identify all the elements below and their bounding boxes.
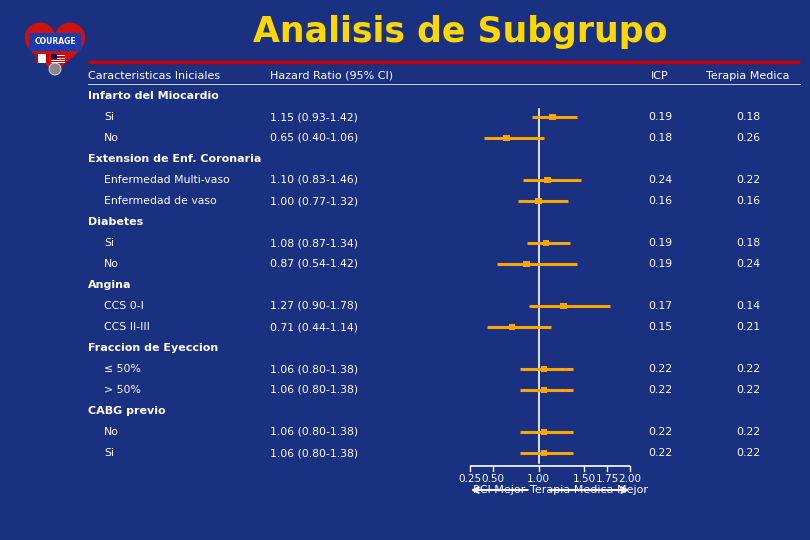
Text: Angina: Angina — [88, 280, 131, 290]
Text: 0.22: 0.22 — [736, 364, 760, 374]
Text: 0.18: 0.18 — [736, 112, 760, 122]
Text: Enfermedad de vaso: Enfermedad de vaso — [104, 196, 217, 206]
Bar — [51, 62, 65, 63]
Bar — [541, 387, 548, 393]
Text: 0.71 (0.44-1.14): 0.71 (0.44-1.14) — [270, 322, 358, 332]
Text: 1.00: 1.00 — [527, 474, 550, 484]
Text: Hazard Ratio (95% CI): Hazard Ratio (95% CI) — [270, 71, 393, 81]
Text: > 50%: > 50% — [104, 385, 141, 395]
Text: Infarto del Miocardio: Infarto del Miocardio — [88, 91, 219, 101]
Text: 0.22: 0.22 — [736, 427, 760, 437]
PathPatch shape — [25, 23, 85, 77]
Text: 1.75: 1.75 — [595, 474, 619, 484]
Text: 0.16: 0.16 — [736, 196, 760, 206]
Bar — [549, 114, 556, 120]
Text: 1.06 (0.80-1.38): 1.06 (0.80-1.38) — [270, 385, 358, 395]
Text: Terapia Medica: Terapia Medica — [706, 71, 790, 81]
Circle shape — [49, 63, 61, 75]
Bar — [51, 60, 65, 61]
Text: 0.19: 0.19 — [648, 112, 672, 122]
Bar — [35, 54, 49, 63]
Text: 0.25: 0.25 — [458, 474, 482, 484]
Text: CCS II-III: CCS II-III — [104, 322, 150, 332]
Bar — [503, 135, 509, 141]
Text: 1.10 (0.83-1.46): 1.10 (0.83-1.46) — [270, 175, 358, 185]
Text: 0.16: 0.16 — [648, 196, 672, 206]
Text: 0.19: 0.19 — [648, 259, 672, 269]
Text: 1.06 (0.80-1.38): 1.06 (0.80-1.38) — [270, 448, 358, 458]
Bar — [51, 54, 57, 58]
Bar — [544, 177, 551, 183]
Text: Si: Si — [104, 112, 114, 122]
Text: 0.50: 0.50 — [481, 474, 505, 484]
Text: Analisis de Subgrupo: Analisis de Subgrupo — [253, 15, 667, 49]
Text: Fraccion de Eyeccion: Fraccion de Eyeccion — [88, 343, 218, 353]
Text: 0.15: 0.15 — [648, 322, 672, 332]
Bar — [560, 303, 566, 309]
Text: Extension de Enf. Coronaria: Extension de Enf. Coronaria — [88, 154, 262, 164]
Bar — [509, 324, 515, 330]
Text: 0.17: 0.17 — [648, 301, 672, 311]
Text: 0.22: 0.22 — [648, 427, 672, 437]
Text: No: No — [104, 427, 119, 437]
Text: 0.22: 0.22 — [648, 364, 672, 374]
Text: 0.22: 0.22 — [648, 385, 672, 395]
Text: 1.08 (0.87-1.34): 1.08 (0.87-1.34) — [270, 238, 358, 248]
Bar — [46, 54, 49, 63]
Text: 1.06 (0.80-1.38): 1.06 (0.80-1.38) — [270, 427, 358, 437]
Bar — [541, 429, 548, 435]
Bar — [543, 240, 549, 246]
Text: ≤ 50%: ≤ 50% — [104, 364, 141, 374]
Text: 1.15 (0.93-1.42): 1.15 (0.93-1.42) — [270, 112, 358, 122]
Text: Terapia Medica Mejor: Terapia Medica Mejor — [531, 485, 648, 495]
Text: 0.87 (0.54-1.42): 0.87 (0.54-1.42) — [270, 259, 358, 269]
Text: Caracteristicas Iniciales: Caracteristicas Iniciales — [88, 71, 220, 81]
Bar — [541, 450, 548, 456]
Text: 0.19: 0.19 — [648, 238, 672, 248]
Text: 0.65 (0.40-1.06): 0.65 (0.40-1.06) — [270, 133, 358, 143]
Bar — [51, 54, 65, 63]
Text: PCI Mejor: PCI Mejor — [473, 485, 526, 495]
Text: Si: Si — [104, 238, 114, 248]
Text: Diabetes: Diabetes — [88, 217, 143, 227]
FancyBboxPatch shape — [29, 33, 81, 51]
Bar — [51, 57, 65, 59]
Text: 1.27 (0.90-1.78): 1.27 (0.90-1.78) — [270, 301, 358, 311]
Text: CABG previo: CABG previo — [88, 406, 165, 416]
Text: 0.22: 0.22 — [736, 448, 760, 458]
Bar — [535, 198, 542, 204]
Text: COURAGE: COURAGE — [34, 37, 76, 45]
Text: Si: Si — [104, 448, 114, 458]
Text: 0.14: 0.14 — [736, 301, 760, 311]
Text: 0.21: 0.21 — [736, 322, 760, 332]
Text: Enfermedad Multi-vaso: Enfermedad Multi-vaso — [104, 175, 230, 185]
Text: CCS 0-I: CCS 0-I — [104, 301, 144, 311]
Text: 1.50: 1.50 — [573, 474, 596, 484]
Text: 0.26: 0.26 — [736, 133, 760, 143]
Text: 0.18: 0.18 — [736, 238, 760, 248]
Bar — [35, 54, 38, 63]
Text: 0.22: 0.22 — [736, 385, 760, 395]
Text: 1.06 (0.80-1.38): 1.06 (0.80-1.38) — [270, 364, 358, 374]
Text: 1.00 (0.77-1.32): 1.00 (0.77-1.32) — [270, 196, 358, 206]
Text: 0.22: 0.22 — [648, 448, 672, 458]
Text: 2.00: 2.00 — [619, 474, 642, 484]
Text: 0.18: 0.18 — [648, 133, 672, 143]
Bar — [541, 366, 548, 372]
Text: 0.24: 0.24 — [736, 259, 760, 269]
Bar — [523, 261, 530, 267]
Bar — [51, 55, 65, 56]
Text: 0.22: 0.22 — [736, 175, 760, 185]
Text: 0.24: 0.24 — [648, 175, 672, 185]
Text: No: No — [104, 133, 119, 143]
Text: ICP: ICP — [651, 71, 669, 81]
Text: No: No — [104, 259, 119, 269]
